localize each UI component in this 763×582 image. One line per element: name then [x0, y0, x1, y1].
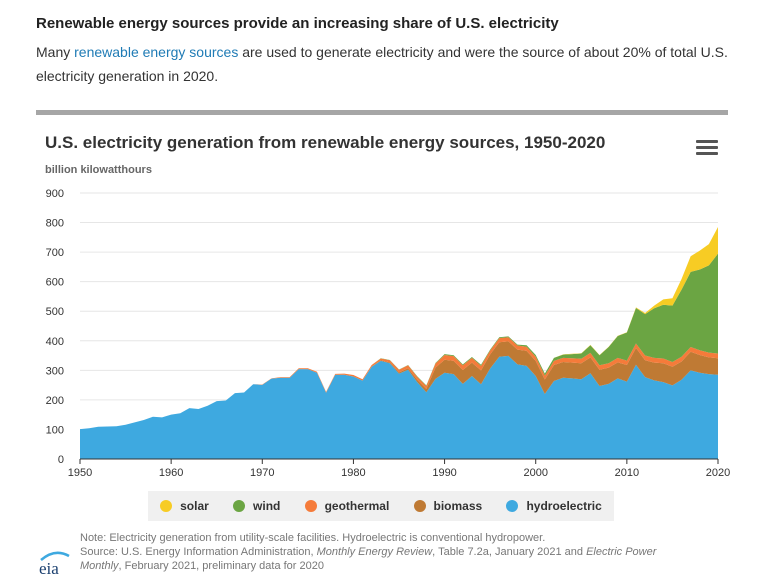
legend-swatch-geothermal: [304, 500, 317, 512]
y-tick-label: 900: [46, 188, 64, 200]
chart-note: Note: Electricity generation from utilit…: [80, 531, 740, 573]
intro-before: Many: [36, 44, 75, 60]
y-tick-label: 700: [46, 247, 64, 259]
x-tick-label: 2000: [523, 467, 547, 479]
series-area-hydroelectric: [80, 355, 718, 459]
legend-swatch-solar: [160, 500, 173, 512]
legend-item-biomass[interactable]: biomass: [413, 499, 483, 513]
legend-label-wind: wind: [253, 499, 281, 513]
x-tick-label: 2010: [615, 467, 639, 479]
legend-item-hydroelectric[interactable]: hydroelectric: [506, 499, 602, 513]
legend-label-geothermal: geothermal: [324, 499, 390, 513]
legend-swatch-wind: [233, 500, 246, 512]
x-tick-label: 1970: [250, 467, 274, 479]
x-tick-label: 1960: [159, 467, 183, 479]
y-tick-label: 800: [46, 218, 64, 230]
note-line-3: Monthly, February 2021, preliminary data…: [80, 560, 324, 572]
chart-title: U.S. electricity generation from renewab…: [45, 133, 606, 152]
renewable-sources-link[interactable]: renewable energy sources: [74, 44, 239, 60]
y-tick-label: 100: [46, 424, 64, 436]
page-heading: Renewable energy sources provide an incr…: [36, 15, 559, 32]
legend-item-solar[interactable]: solar: [160, 499, 209, 513]
chart-legend: solar wind geothermal biomass hydroelectric: [148, 491, 614, 521]
legend-swatch-hydroelectric: [506, 500, 519, 512]
legend-item-wind[interactable]: wind: [233, 499, 280, 513]
y-tick-label: 400: [46, 336, 64, 348]
intro-after: are used to generate electricity and wer…: [36, 44, 728, 84]
section-divider: [36, 110, 728, 115]
x-tick-label: 1980: [341, 467, 365, 479]
legend-item-geothermal[interactable]: geothermal: [304, 499, 390, 513]
y-tick-label: 0: [58, 454, 64, 466]
y-tick-label: 200: [46, 395, 64, 407]
x-tick-label: 1950: [68, 467, 92, 479]
y-tick-label: 600: [46, 277, 64, 289]
legend-label-solar: solar: [180, 499, 209, 513]
note-line-1: Note: Electricity generation from utilit…: [80, 532, 546, 544]
note-line-2: Source: U.S. Energy Information Administ…: [80, 546, 657, 558]
intro-text: Many renewable energy sources are used t…: [36, 40, 736, 88]
series-area-geothermal: [80, 337, 718, 430]
legend-label-biomass: biomass: [433, 499, 483, 513]
y-tick-label: 300: [46, 365, 64, 377]
legend-swatch-biomass: [413, 500, 426, 512]
hamburger-menu-icon[interactable]: [696, 140, 718, 158]
y-tick-label: 500: [46, 306, 64, 318]
legend-label-hydroelectric: hydroelectric: [526, 499, 602, 513]
y-axis-unit-label: billion kilowatthours: [45, 164, 152, 176]
svg-text:eia: eia: [39, 559, 59, 576]
x-tick-label: 1990: [432, 467, 456, 479]
x-tick-label: 2020: [706, 467, 730, 479]
eia-logo: eia: [39, 551, 70, 576]
